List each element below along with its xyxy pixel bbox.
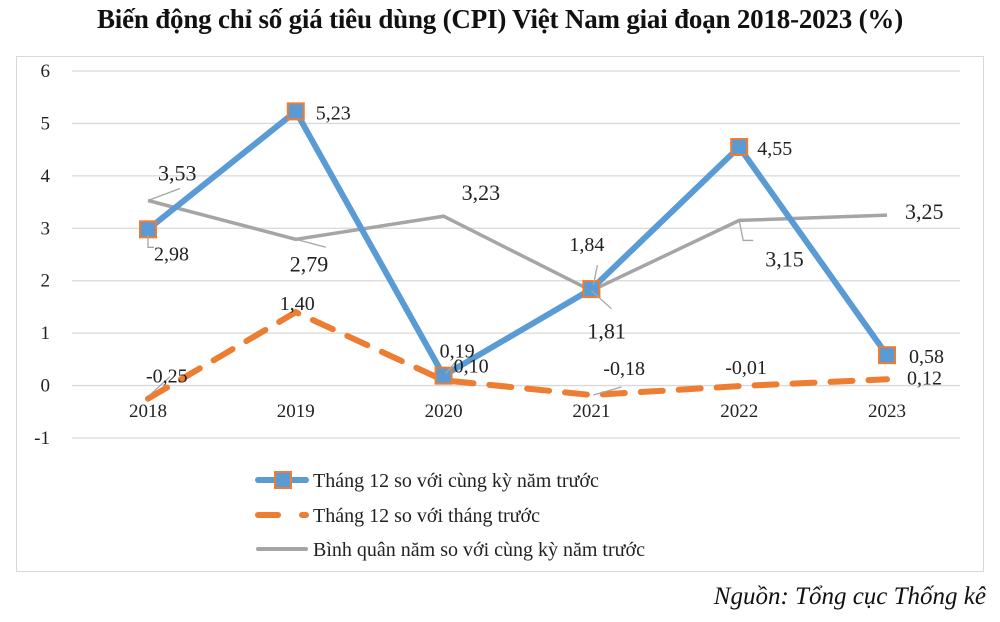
leader-line (738, 220, 754, 242)
label-leader-lines (147, 187, 754, 396)
leader-line (295, 238, 326, 248)
y-tick-label: 2 (41, 271, 51, 292)
y-tick-label: 0 (41, 376, 51, 397)
leader-line (592, 264, 599, 286)
data-label-month-over-month: 0,10 (454, 355, 489, 377)
data-label-annual-average: 3,15 (765, 246, 804, 271)
leader-line (147, 187, 181, 202)
legend-label: Tháng 12 so với cùng kỳ năm trước (313, 470, 599, 492)
series-line-annual-average (147, 198, 888, 293)
y-tick-label: -1 (34, 428, 50, 449)
data-label-year-over-year: 0,58 (909, 346, 944, 368)
leader-line (147, 235, 154, 248)
legend-swatch-marker (274, 471, 292, 489)
x-tick-label: 2020 (425, 401, 463, 422)
data-point-marker (582, 280, 601, 299)
leader-line (149, 376, 171, 396)
data-labels: 2,98 5,23 0,19 1,84 4,55 0,58 -0,25 1,40 0,10 -0,… (146, 102, 944, 389)
data-label-year-over-year: 2,98 (154, 243, 189, 265)
data-label-annual-average: 3,53 (158, 160, 197, 185)
x-tick-label: 2018 (129, 401, 167, 422)
legend-item-month-over-month: Tháng 12 so với tháng trước (255, 505, 540, 527)
y-tick-label: 4 (41, 166, 51, 187)
y-tick-label: 3 (41, 218, 51, 239)
series-line-year-over-year (146, 106, 890, 380)
x-tick-label: 2022 (720, 401, 758, 422)
data-point-marker (139, 220, 157, 239)
legend-label: Bình quân năm so với cùng kỳ năm trước (313, 539, 645, 561)
y-axis-ticks: 6 5 4 3 2 1 0 -1 (34, 61, 50, 449)
data-label-annual-average: 3,23 (462, 180, 501, 205)
y-tick-label: 5 (41, 113, 51, 134)
data-label-month-over-month: 1,40 (280, 293, 315, 315)
data-label-year-over-year: 5,23 (316, 102, 351, 124)
data-label-year-over-year: 1,84 (569, 234, 604, 256)
series-line-month-over-month (145, 308, 890, 402)
legend-label: Tháng 12 so với tháng trước (313, 505, 540, 527)
source-note: Nguồn: Tổng cục Thống kê (713, 583, 986, 610)
data-point-marker (286, 102, 305, 121)
x-tick-label: 2019 (277, 401, 315, 422)
data-label-year-over-year: 0,19 (440, 341, 475, 363)
data-label-year-over-year: 4,55 (757, 138, 792, 160)
data-label-month-over-month: -0,25 (146, 366, 188, 388)
leader-line (593, 386, 622, 396)
legend-item-year-over-year: Tháng 12 so với cùng kỳ năm trước (255, 470, 599, 492)
chart-title: Biến động chỉ số giá tiêu dùng (CPI) Việ… (96, 4, 903, 34)
y-tick-label: 6 (41, 61, 51, 82)
chart-area (16, 56, 984, 572)
data-label-month-over-month: -0,18 (603, 358, 645, 380)
x-tick-label: 2023 (868, 401, 906, 422)
leader-line (445, 359, 459, 375)
data-label-annual-average: 2,79 (290, 251, 329, 276)
leader-line (590, 290, 612, 310)
y-tick-label: 1 (41, 323, 51, 344)
x-axis-ticks: 2018 2019 2020 2021 2022 2023 (129, 401, 906, 422)
data-label-month-over-month: -0,01 (725, 357, 767, 379)
data-label-month-over-month: 0,12 (907, 367, 942, 389)
data-point-marker (878, 346, 896, 365)
data-point-marker (730, 138, 749, 157)
legend-item-annual-average: Bình quân năm so với cùng kỳ năm trước (256, 539, 645, 561)
legend: Tháng 12 so với cùng kỳ năm trước Tháng 1… (255, 470, 645, 561)
data-label-annual-average: 3,25 (905, 199, 944, 224)
x-tick-label: 2021 (572, 401, 610, 422)
data-label-annual-average: 1,81 (587, 319, 626, 344)
series-lines (139, 102, 896, 402)
